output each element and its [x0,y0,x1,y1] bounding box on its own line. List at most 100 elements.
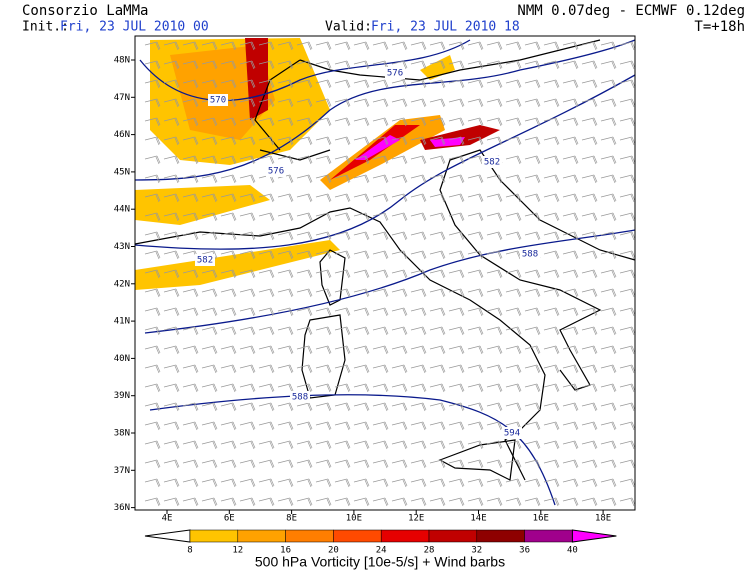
wind-barb [182,440,199,450]
wind-barb [334,497,351,507]
wind-barb [543,193,560,203]
wind-barb [353,155,370,165]
wind-barb [144,136,161,146]
wind-barb [486,269,503,279]
wind-barb [220,478,237,488]
wind-barb [391,440,408,450]
lat-label: 41N [114,317,130,327]
wind-barb [258,402,275,412]
wind-barb [486,60,503,70]
wind-barb [239,288,256,298]
wind-barb [581,212,598,222]
wind-barb [524,478,541,488]
wind-barb [429,307,446,317]
wind-barb [524,41,541,51]
wind-barb [258,193,275,203]
wind-barb [315,155,332,165]
contour-label: 582 [484,158,500,168]
wind-barb [163,383,180,393]
wind-barb [410,174,427,184]
wind-barb [239,326,256,336]
valid-date: Fri, 23 JUL 2010 18 [371,20,520,35]
wind-barb [562,402,579,412]
wind-barb [220,60,237,70]
wind-barb [353,288,370,298]
wind-barb [296,364,313,374]
wind-barb [429,269,446,279]
wind-barb [391,155,408,165]
wind-barb [581,440,598,450]
wind-barb [163,117,180,127]
lat-label: 38N [114,429,130,439]
wind-barb [258,364,275,374]
wind-barb [277,307,294,317]
colorbar-swatch [333,529,382,543]
wind-barb [524,231,541,241]
wind-barb [353,307,370,317]
wind-barb [429,459,446,469]
contour-label-bg [266,165,286,177]
colorbar-under [144,529,191,543]
wind-barb [486,193,503,203]
wind-barb [581,98,598,108]
wind-barb [315,212,332,222]
wind-barb [505,345,522,355]
wind-barb [467,41,484,51]
wind-barb [220,79,237,89]
wind-barb [429,155,446,165]
wind-barb [277,212,294,222]
wind-barb [353,478,370,488]
wind-barb [163,250,180,260]
wind-barb [562,155,579,165]
wind-barb [524,345,541,355]
wind-barb [220,402,237,412]
wind-barb [581,326,598,336]
wind-barb [372,117,389,127]
wind-barb [581,193,598,203]
wind-barb [600,326,617,336]
wind-barb [163,364,180,374]
wind-barb [391,421,408,431]
wind-barb [543,421,560,431]
wind-barb [334,136,351,146]
wind-barb [296,79,313,89]
wind-barb [562,174,579,184]
wind-barb [201,440,218,450]
wind-barb [201,459,218,469]
wind-barb [334,117,351,127]
wind-barb [410,231,427,241]
wind-barb [467,345,484,355]
wind-barb [391,193,408,203]
wind-barb [467,497,484,507]
wind-barb [562,288,579,298]
colorbar-caption: 500 hPa Vorticity [10e-5/s] + Wind barbs [255,554,505,570]
wind-barb [220,136,237,146]
wind-barb [277,288,294,298]
wind-barb [239,383,256,393]
wind-barb [562,269,579,279]
wind-barb [258,326,275,336]
wind-barb [600,79,617,89]
wind-barb [296,60,313,70]
wind-barb [562,421,579,431]
wind-barb [524,79,541,89]
wind-barb [543,212,560,222]
wind-barb [163,98,180,108]
lon-label: 8E [286,514,297,524]
wind-barb [543,60,560,70]
wind-barb [144,269,161,279]
wind-barb [277,41,294,51]
wind-barb [220,117,237,127]
wind-barb [524,364,541,374]
wind-barb [182,117,199,127]
wind-barb [372,231,389,241]
wind-barb [505,79,522,89]
wind-barb [315,440,332,450]
lat-label: 47N [114,93,130,103]
wind-barb [182,79,199,89]
wind-barb [220,250,237,260]
wind-barb [581,402,598,412]
wind-barb [505,402,522,412]
wind-barb [600,136,617,146]
